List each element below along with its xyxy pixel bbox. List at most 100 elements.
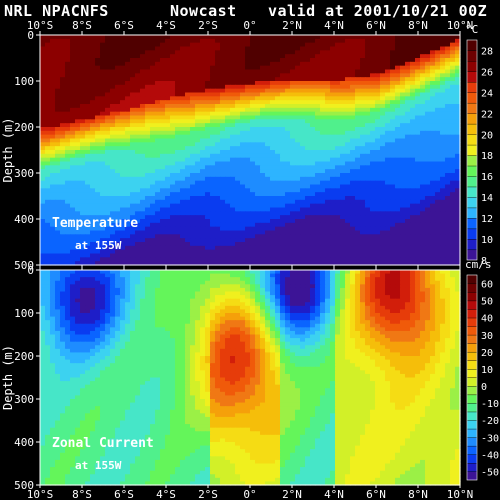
- field-cell: [200, 245, 206, 251]
- field-cell: [330, 65, 336, 71]
- field-cell: [85, 107, 91, 113]
- field-cell: [155, 142, 161, 147]
- field-cell: [200, 84, 206, 90]
- field-cell: [370, 50, 376, 55]
- field-cell: [215, 50, 221, 55]
- field-cell: [240, 226, 246, 232]
- field-cell: [395, 61, 401, 67]
- field-cell: [455, 230, 461, 235]
- field-cell: [175, 245, 181, 251]
- field-cell: [105, 146, 111, 151]
- field-cell: [125, 161, 131, 166]
- field-cell: [205, 169, 211, 174]
- field-cell: [70, 173, 76, 178]
- field-cell: [400, 199, 406, 205]
- field-cell: [125, 111, 131, 117]
- field-cell: [275, 196, 281, 201]
- field-cell: [455, 96, 461, 101]
- field-cell: [150, 230, 156, 235]
- field-cell: [345, 50, 351, 55]
- field-cell: [50, 222, 56, 228]
- field-cell: [440, 157, 446, 163]
- field-cell: [425, 73, 431, 78]
- field-cell: [215, 119, 221, 124]
- field-cell: [175, 196, 181, 201]
- field-cell: [90, 100, 96, 105]
- field-cell: [390, 161, 396, 166]
- field-cell: [290, 226, 296, 232]
- field-cell: [380, 257, 386, 262]
- field-cell: [290, 54, 296, 59]
- field-cell: [195, 35, 201, 40]
- field-cell: [180, 261, 186, 266]
- field-cell: [80, 138, 86, 143]
- field-cell: [420, 207, 426, 212]
- field-cell: [415, 211, 421, 216]
- field-cell: [415, 58, 421, 63]
- field-cell: [340, 219, 346, 224]
- field-cell: [75, 96, 81, 101]
- field-cell: [50, 230, 56, 235]
- field-cell: [250, 54, 256, 59]
- field-cell: [220, 115, 226, 120]
- field-cell: [200, 184, 206, 189]
- field-cell: [80, 142, 86, 147]
- field-cell: [115, 196, 121, 201]
- field-cell: [290, 115, 296, 120]
- field-cell: [90, 150, 96, 155]
- field-cell: [170, 222, 176, 228]
- field-cell: [215, 257, 221, 262]
- field-cell: [230, 50, 236, 55]
- field-cell: [375, 169, 381, 174]
- field-cell: [95, 207, 101, 212]
- field-cell: [145, 169, 151, 174]
- field-cell: [125, 88, 131, 94]
- field-cell: [415, 81, 421, 86]
- field-cell: [135, 104, 141, 109]
- field-cell: [265, 173, 271, 178]
- field-cell: [120, 253, 126, 258]
- field-cell: [130, 123, 136, 128]
- field-cell: [180, 73, 186, 78]
- field-cell: [40, 169, 46, 174]
- field-cell: [120, 42, 126, 48]
- field-cell: [270, 169, 276, 174]
- field-cell: [150, 157, 156, 163]
- field-cell: [225, 165, 231, 170]
- field-cell: [385, 58, 391, 63]
- field-cell: [420, 84, 426, 90]
- field-cell: [380, 73, 386, 78]
- field-cell: [245, 215, 251, 220]
- field-cell: [165, 54, 171, 59]
- field-cell: [345, 96, 351, 101]
- field-cell: [175, 46, 181, 51]
- field-cell: [65, 242, 71, 247]
- field-cell: [195, 165, 201, 170]
- field-cell: [450, 257, 456, 262]
- field-cell: [205, 161, 211, 166]
- field-cell: [85, 173, 91, 178]
- field-cell: [265, 130, 271, 136]
- field-cell: [390, 54, 396, 59]
- field-cell: [435, 230, 441, 235]
- field-cell: [50, 169, 56, 174]
- field-cell: [100, 127, 106, 132]
- field-cell: [170, 153, 176, 159]
- field-cell: [240, 153, 246, 159]
- field-cell: [435, 238, 441, 243]
- field-cell: [205, 242, 211, 247]
- field-cell: [415, 69, 421, 74]
- field-cell: [130, 119, 136, 124]
- field-cell: [310, 180, 316, 186]
- field-cell: [410, 65, 416, 71]
- field-cell: [260, 130, 266, 136]
- field-cell: [425, 253, 431, 258]
- field-cell: [175, 261, 181, 266]
- field-cell: [295, 69, 301, 74]
- field-cell: [335, 96, 341, 101]
- field-cell: [450, 88, 456, 94]
- field-cell: [155, 73, 161, 78]
- field-cell: [70, 238, 76, 243]
- field-cell: [245, 123, 251, 128]
- field-cell: [205, 176, 211, 182]
